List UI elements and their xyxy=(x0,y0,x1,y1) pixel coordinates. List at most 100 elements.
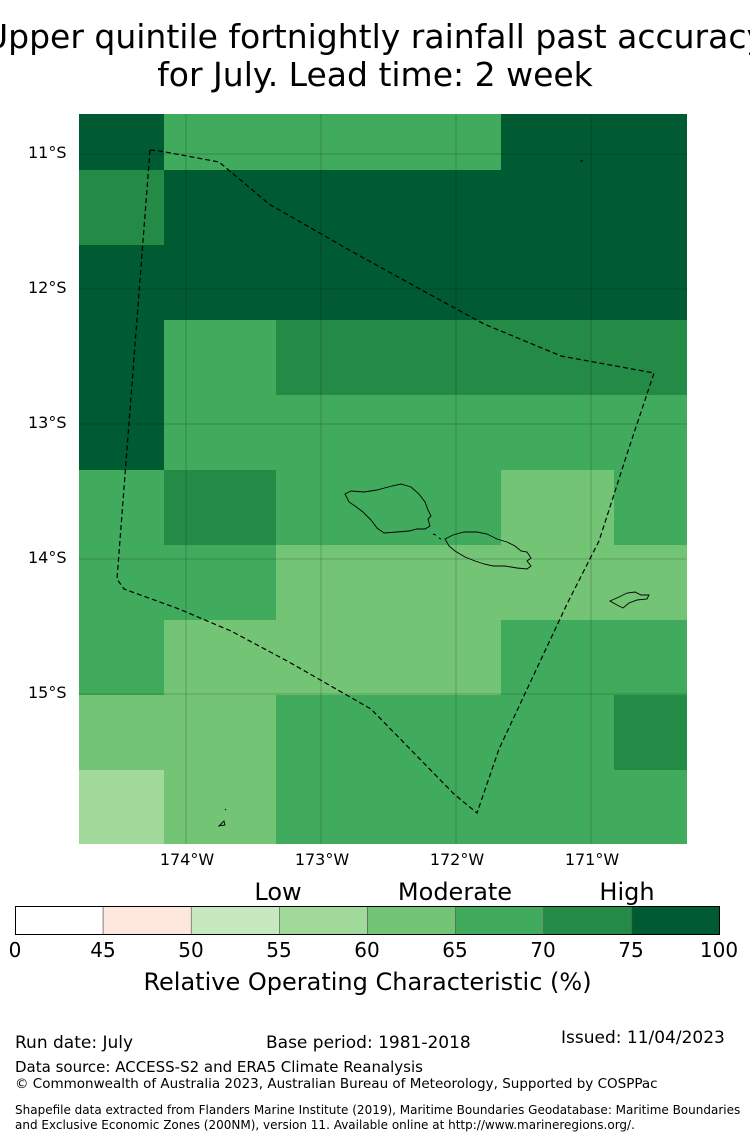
grid-cell xyxy=(79,470,164,545)
grid-cell xyxy=(501,470,614,545)
grid-cell xyxy=(389,395,501,470)
lat-label-14s: 14°S xyxy=(28,548,67,567)
tick-65: 65 xyxy=(442,938,468,962)
map-svg xyxy=(79,114,687,844)
grid-cell xyxy=(501,695,614,770)
grid-cell xyxy=(501,170,614,245)
grid-cell xyxy=(164,245,276,320)
grid-cell xyxy=(79,170,164,245)
map-panel xyxy=(79,114,687,844)
issued-date: Issued: 11/04/2023 xyxy=(561,1028,725,1048)
grid-cell xyxy=(389,770,501,844)
grid-cell xyxy=(501,395,614,470)
base-period: Base period: 1981-2018 xyxy=(266,1033,471,1053)
savaii-island xyxy=(344,483,432,534)
lat-label-12s: 12°S xyxy=(28,278,67,297)
grid-cell xyxy=(276,170,389,245)
category-high: High xyxy=(599,878,655,906)
grid-cell xyxy=(614,620,687,695)
grid-cell xyxy=(614,470,687,545)
grid-cell xyxy=(79,620,164,695)
data-source: Data source: ACCESS-S2 and ERA5 Climate … xyxy=(15,1058,423,1076)
title-line-2: for July. Lead time: 2 week xyxy=(157,55,593,94)
grid-cell xyxy=(389,620,501,695)
grid-cell xyxy=(276,470,389,545)
grid-cell xyxy=(276,695,389,770)
run-date: Run date: July xyxy=(15,1033,134,1053)
grid-cell xyxy=(501,545,614,620)
copyright: © Commonwealth of Australia 2023, Austra… xyxy=(15,1076,658,1092)
grid-cell xyxy=(614,170,687,245)
tick-50: 50 xyxy=(178,938,204,962)
category-moderate: Moderate xyxy=(397,878,513,906)
grid-cell xyxy=(276,114,389,170)
colorbar-label: Relative Operating Characteristic (%) xyxy=(143,968,592,996)
accuracy-grid xyxy=(79,114,687,844)
grid-cell xyxy=(164,170,276,245)
colorbar-swatch xyxy=(279,906,368,935)
tick-45: 45 xyxy=(90,938,116,962)
grid-cell xyxy=(79,770,164,844)
shapefile-credit-line-2: and Exclusive Economic Zones (200NM), ve… xyxy=(15,1118,635,1132)
grid-cell xyxy=(164,770,276,844)
grid-cell xyxy=(389,170,501,245)
colorbar-swatch xyxy=(190,906,280,935)
map-title: Upper quintile fortnightly rainfall past… xyxy=(0,18,750,94)
grid-cell xyxy=(164,620,276,695)
tick-55: 55 xyxy=(266,938,292,962)
grid-cell xyxy=(501,620,614,695)
grid-cell xyxy=(164,545,276,620)
grid-cell xyxy=(79,320,164,395)
upolu-island xyxy=(444,531,532,570)
shapefile-credit-line-1: Shapefile data extracted from Flanders M… xyxy=(15,1103,741,1117)
grid-cell xyxy=(614,545,687,620)
grid-cell xyxy=(501,245,614,320)
grid-cell xyxy=(79,395,164,470)
grid-cell xyxy=(79,545,164,620)
grid-cell xyxy=(79,695,164,770)
grid-cell xyxy=(164,695,276,770)
grid-cell xyxy=(276,395,389,470)
lon-label-174w: 174°W xyxy=(159,850,215,869)
tick-60: 60 xyxy=(354,938,380,962)
colorbar-swatch xyxy=(15,906,104,935)
grid-cell xyxy=(79,245,164,320)
small-islet-south xyxy=(217,808,227,827)
lat-label-15s: 15°S xyxy=(28,683,67,702)
lon-label-172w: 172°W xyxy=(429,850,485,869)
tick-0: 0 xyxy=(8,938,22,962)
grid-cell xyxy=(389,545,501,620)
colorbar-swatch xyxy=(102,906,192,935)
grid-cell xyxy=(614,695,687,770)
category-low: Low xyxy=(254,878,302,906)
grid-cell xyxy=(164,320,276,395)
grid-cell xyxy=(276,245,389,320)
lon-label-173w: 173°W xyxy=(294,850,350,869)
grid-cell xyxy=(276,620,389,695)
colorbar-swatch xyxy=(631,906,720,935)
grid-cell xyxy=(276,320,389,395)
grid-cell xyxy=(389,320,501,395)
lat-label-11s: 11°S xyxy=(28,143,67,162)
colorbar-swatch xyxy=(455,906,545,935)
eez-boundary xyxy=(116,149,655,815)
grid-cell xyxy=(389,114,501,170)
grid-cell xyxy=(389,470,501,545)
grid-cell xyxy=(79,114,164,170)
lat-label-13s: 13°S xyxy=(28,413,67,432)
grid-cell xyxy=(614,770,687,844)
tick-100: 100 xyxy=(699,938,739,962)
grid-cell xyxy=(276,545,389,620)
grid-cell xyxy=(164,114,276,170)
grid-cell xyxy=(389,245,501,320)
grid-cell xyxy=(501,770,614,844)
title-line-1: Upper quintile fortnightly rainfall past… xyxy=(0,18,750,56)
colorbar-swatch xyxy=(543,906,633,935)
graticule xyxy=(79,114,687,844)
grid-cell xyxy=(164,395,276,470)
grid-cell xyxy=(389,695,501,770)
grid-cell xyxy=(501,114,614,170)
tick-75: 75 xyxy=(618,938,644,962)
grid-cell xyxy=(614,114,687,170)
grid-cell xyxy=(614,245,687,320)
